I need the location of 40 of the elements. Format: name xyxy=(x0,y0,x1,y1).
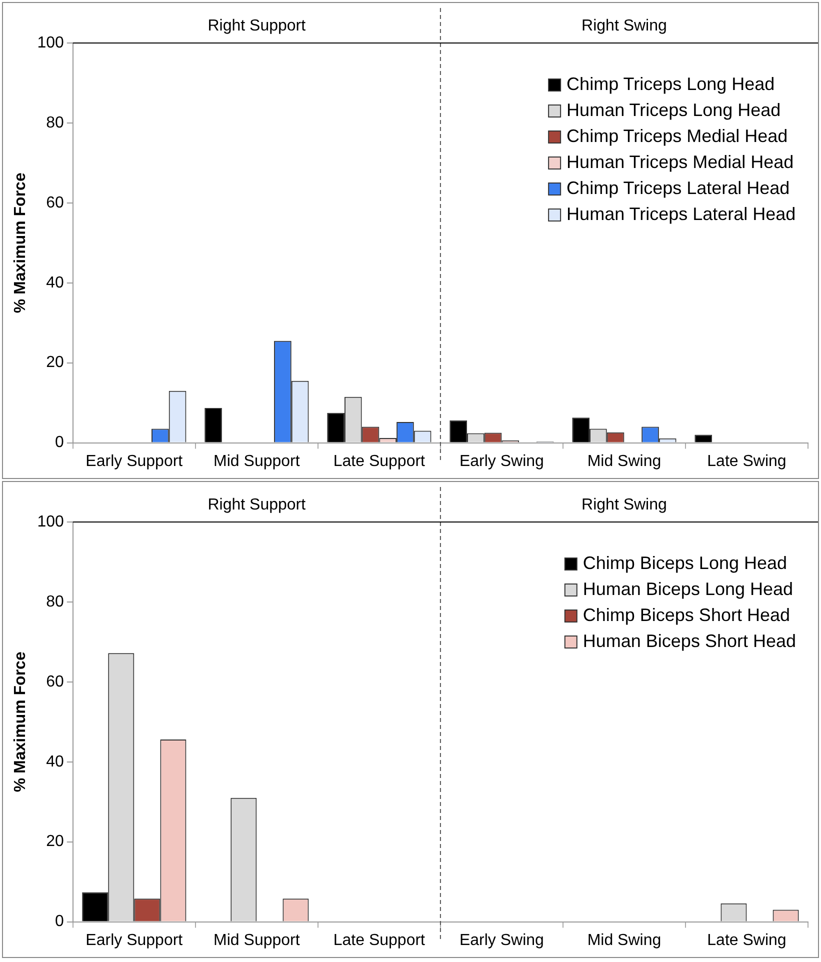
y-tick-label: 0 xyxy=(54,913,64,930)
y-tick-label: 60 xyxy=(46,194,64,212)
legend-label: Human Biceps Long Head xyxy=(582,578,794,599)
x-tick-label: Late Support xyxy=(333,452,426,470)
x-tick-label: Late Support xyxy=(333,932,426,949)
x-tick-label: Late Swing xyxy=(707,452,786,470)
y-tick-label: 60 xyxy=(46,673,64,690)
x-tick-label: Early Swing xyxy=(459,452,544,470)
text: Right Swing xyxy=(582,17,667,34)
x-tick-label: Mid Support xyxy=(214,932,300,949)
x-tick-label: Mid Support xyxy=(214,452,300,470)
y-tick-label: 80 xyxy=(46,593,64,610)
x-tick-label: Early Swing xyxy=(459,932,544,949)
y-axis-title: % Maximum Force xyxy=(12,652,30,792)
legend-label: Human Biceps Short Head xyxy=(582,630,796,651)
legend-label: Chimp Triceps Long Head xyxy=(566,74,775,94)
y-tick-label: 40 xyxy=(46,753,64,770)
text: Right Support xyxy=(208,17,306,34)
y-axis-title: % Maximum Force xyxy=(12,172,30,314)
legend-label: Human Triceps Long Head xyxy=(566,100,781,120)
x-tick-label: Late Swing xyxy=(707,932,786,949)
legend-label: Chimp Triceps Medial Head xyxy=(566,126,788,146)
legend-label: Chimp Triceps Lateral Head xyxy=(566,178,790,198)
legend-label: Chimp Biceps Short Head xyxy=(582,604,790,625)
x-tick-label: Early Support xyxy=(86,932,184,949)
legend-label: Chimp Biceps Long Head xyxy=(582,552,788,573)
text: Right Support xyxy=(208,496,306,514)
y-tick-label: 100 xyxy=(37,513,64,530)
y-tick-label: 0 xyxy=(54,434,64,452)
y-tick-label: 40 xyxy=(46,274,64,292)
text: Right Swing xyxy=(582,496,667,514)
y-tick-label: 20 xyxy=(46,833,64,850)
legend-label: Human Triceps Medial Head xyxy=(566,152,794,172)
x-tick-label: Early Support xyxy=(86,452,184,470)
x-tick-label: Mid Swing xyxy=(587,452,662,470)
y-tick-label: 80 xyxy=(46,114,64,132)
legend-label: Human Triceps Lateral Head xyxy=(566,204,796,224)
y-tick-label: 100 xyxy=(37,34,64,52)
x-tick-label: Mid Swing xyxy=(587,932,662,949)
y-tick-label: 20 xyxy=(46,354,64,372)
